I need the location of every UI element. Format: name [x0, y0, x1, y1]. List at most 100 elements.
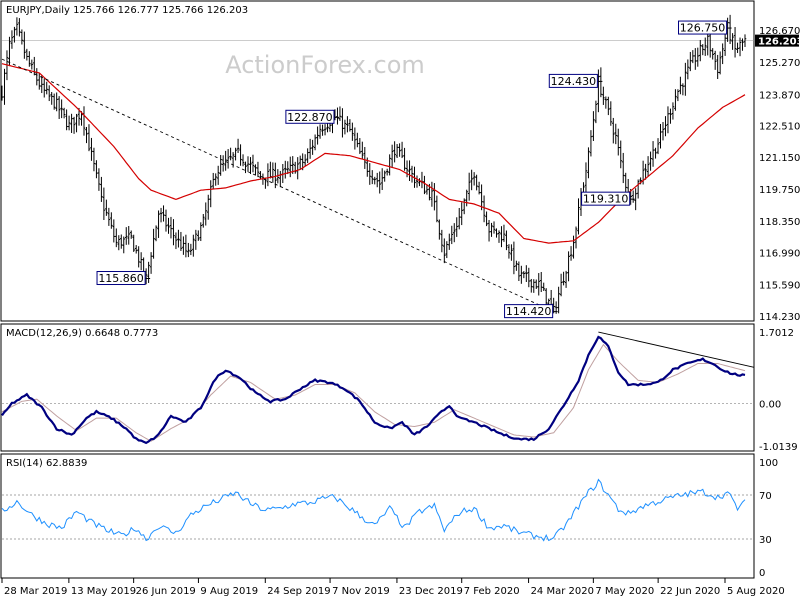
- ohlc-bar: [187, 242, 190, 258]
- ohlc-bar: [122, 236, 126, 254]
- ohlc-bar: [100, 176, 103, 202]
- ohlc-bar: [472, 172, 476, 186]
- ohlc-bar: [351, 122, 354, 141]
- ohlc-bar: [20, 29, 24, 45]
- ohlc-bar: [336, 107, 339, 125]
- ohlc-bar: [594, 100, 598, 124]
- ohlc-bar: [684, 62, 687, 96]
- ohlc-bar: [209, 180, 213, 208]
- ohlc-bar: [497, 230, 501, 243]
- x-axis-tick-label: 24 Mar 2020: [531, 586, 594, 597]
- ohlc-bar: [206, 194, 210, 220]
- ohlc-bar: [470, 169, 473, 191]
- ohlc-bar: [609, 101, 613, 126]
- ohlc-bar: [587, 147, 590, 179]
- axis-layer: 126.670 125.270 123.870 122.510 121.150 119.7…: [1, 26, 800, 597]
- ohlc-bar: [694, 48, 697, 70]
- ohlc-bar: [363, 147, 367, 169]
- ohlc-bar: [137, 246, 140, 268]
- ohlc-bar: [236, 138, 240, 154]
- ohlc-bar: [400, 141, 404, 159]
- ohlc-bar: [512, 241, 516, 275]
- macd-axis-tick-label: 0.00: [759, 399, 781, 410]
- ohlc-bar: [485, 211, 488, 227]
- ohlc-bar: [462, 198, 466, 215]
- ohlc-bar: [621, 152, 625, 184]
- ohlc-bar: [681, 83, 685, 96]
- ohlc-bar: [708, 30, 712, 58]
- x-axis-tick-label: 7 Feb 2020: [464, 586, 520, 597]
- ohlc-bar: [254, 164, 257, 176]
- x-axis-tick-label: 5 Aug 2020: [727, 586, 785, 597]
- ohlc-bar: [482, 195, 486, 223]
- rsi-axis-tick-label: 100: [759, 458, 778, 469]
- price-annotation: 122.870: [285, 109, 339, 124]
- macd-panel[interactable]: [0, 323, 755, 452]
- ohlc-bar: [385, 168, 389, 176]
- ohlc-bar: [348, 119, 352, 132]
- price-axis-tick-label: 114.230: [759, 312, 800, 323]
- ohlc-bar: [706, 32, 710, 56]
- macd-signal-line: [1, 343, 746, 442]
- ohlc-bar: [408, 160, 411, 181]
- rsi-panel[interactable]: [0, 453, 755, 579]
- ohlc-bar: [47, 85, 51, 102]
- ohlc-bar: [689, 51, 692, 72]
- ohlc-bar: [132, 234, 136, 252]
- ohlc-bar: [326, 123, 329, 133]
- x-axis-tick-label: 28 Mar 2019: [4, 586, 67, 597]
- ohlc-bar: [410, 165, 414, 183]
- ohlc-bar: [490, 222, 493, 237]
- ohlc-bar: [174, 232, 178, 250]
- ohlc-bar: [10, 30, 14, 49]
- ohlc-bar: [256, 161, 260, 178]
- ohlc-bar: [110, 212, 113, 229]
- current-price-label: 126.203: [758, 37, 800, 48]
- ohlc-bar: [117, 235, 121, 251]
- ohlc-bar: [395, 144, 399, 159]
- ohlc-bar: [552, 297, 555, 314]
- ohlc-bar: [92, 147, 96, 172]
- ohlc-bar: [147, 261, 150, 283]
- ohlc-bar: [107, 207, 111, 226]
- ohlc-bar: [338, 106, 342, 121]
- ohlc-bar: [452, 223, 456, 243]
- price-axis-tick-label: 123.870: [759, 90, 800, 101]
- ohlc-bar: [35, 68, 39, 86]
- ohlc-bar: [423, 175, 426, 195]
- ohlc-bar: [440, 229, 444, 253]
- price-axis-tick-label: 122.510: [759, 122, 800, 133]
- ohlc-bar: [480, 184, 483, 211]
- ohlc-bar: [311, 139, 314, 155]
- ohlc-bar: [698, 40, 702, 62]
- macd-resistance-line[interactable]: [598, 331, 755, 368]
- ohlc-bar: [90, 137, 93, 161]
- ohlc-bar: [388, 154, 391, 176]
- ohlc-bar: [378, 171, 382, 194]
- ohlc-bar: [495, 228, 498, 238]
- ohlc-bar: [358, 138, 362, 154]
- price-annotation-label: 122.870: [287, 111, 333, 124]
- ohlc-bar: [353, 127, 357, 150]
- ohlc-bar: [154, 225, 158, 242]
- ohlc-bar: [361, 141, 364, 160]
- ohlc-bar: [529, 278, 533, 293]
- ohlc-bar: [487, 219, 491, 242]
- ohlc-bar: [393, 141, 396, 163]
- ohlc-bar: [425, 184, 429, 195]
- ohlc-bar: [157, 210, 160, 238]
- ohlc-bar: [731, 33, 734, 50]
- trendline[interactable]: [1, 58, 554, 313]
- ohlc-bar: [634, 188, 637, 211]
- ohlc-bar: [115, 228, 118, 248]
- price-panel[interactable]: [0, 0, 755, 322]
- ohlc-bar: [619, 140, 623, 169]
- rsi-axis-tick-label: 0: [759, 568, 765, 579]
- ohlc-bar: [604, 96, 608, 109]
- ohlc-bar: [539, 271, 543, 293]
- price-axis-tick-label: 126.670: [759, 26, 800, 37]
- ohlc-bar: [559, 273, 563, 297]
- ohlc-bar: [562, 271, 565, 286]
- ohlc-bar: [102, 187, 106, 220]
- ohlc-bar: [674, 89, 677, 111]
